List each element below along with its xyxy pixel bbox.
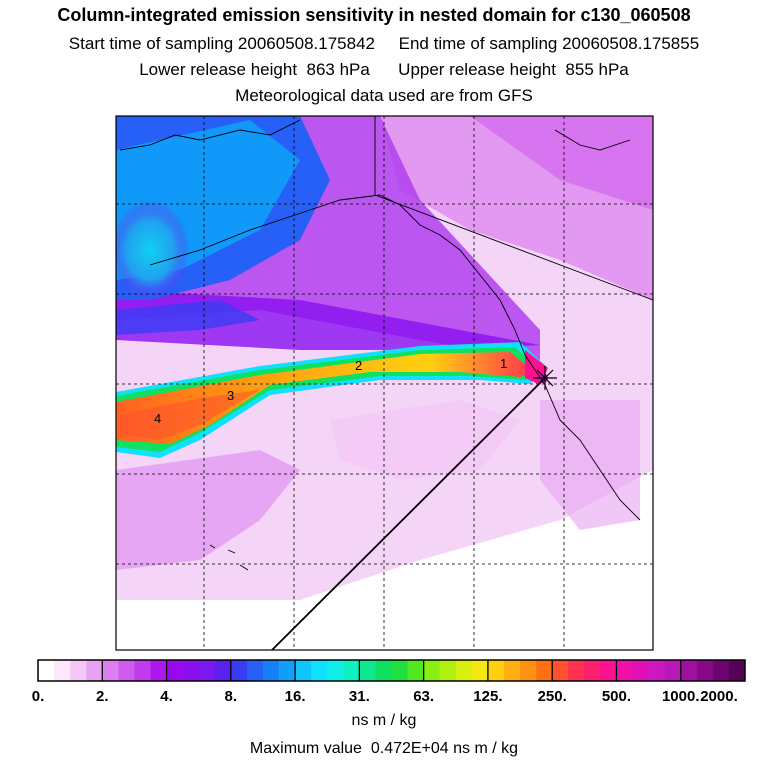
colorbar-cell bbox=[343, 660, 360, 681]
met-data-line: Meteorological data used are from GFS bbox=[235, 86, 533, 105]
colorbar-cell bbox=[648, 660, 665, 681]
colorbar-cell bbox=[584, 660, 601, 681]
colorbar-cell bbox=[391, 660, 408, 681]
colorbar-cell bbox=[102, 660, 119, 681]
colorbar-cell bbox=[118, 660, 135, 681]
colorbar-cell bbox=[375, 660, 392, 681]
colorbar-cell bbox=[38, 660, 55, 681]
colorbar-cell bbox=[246, 660, 264, 681]
colorbar-cell bbox=[70, 660, 87, 681]
colorbar-cell bbox=[134, 660, 151, 681]
colorbar-cell bbox=[230, 660, 248, 681]
colorbar-tick-label: 2000. bbox=[700, 688, 738, 705]
colorbar-cell bbox=[423, 660, 441, 681]
colorbar-cell bbox=[503, 660, 521, 681]
plume-label-4: 4 bbox=[154, 411, 161, 426]
max-value-unit: ns m / kg bbox=[453, 740, 519, 757]
sampling-time-line: Start time of sampling 20060508.175842 E… bbox=[68, 34, 700, 53]
colorbar-cell bbox=[295, 660, 312, 681]
colorbar-cell bbox=[632, 660, 649, 681]
colorbar-tick-label: 250. bbox=[538, 688, 567, 705]
colorbar-cells bbox=[38, 660, 746, 681]
colorbar-cell bbox=[536, 660, 553, 681]
map-frame bbox=[115, 115, 654, 651]
plume-label-2: 2 bbox=[355, 358, 362, 373]
release-height-line: Lower release height 863 hPa Upper relea… bbox=[139, 60, 629, 79]
colorbar-tick-label: 4. bbox=[160, 688, 173, 705]
colorbar-cell bbox=[471, 660, 489, 681]
colorbar-cell bbox=[680, 660, 698, 681]
max-value-number: 0.472E+04 bbox=[370, 740, 449, 757]
colorbar-tick-label: 125. bbox=[473, 688, 502, 705]
colorbar-cell bbox=[664, 660, 682, 681]
flight-track-line bbox=[271, 377, 546, 651]
map-field bbox=[116, 116, 653, 650]
colorbar-cell bbox=[86, 660, 103, 681]
colorbar-cell bbox=[696, 660, 714, 681]
colorbar-tick-label: 0. bbox=[32, 688, 45, 705]
maximum-value-line: Maximum value 0.472E+04 ns m / kg bbox=[0, 740, 768, 758]
colorbar-tick-label: 63. bbox=[413, 688, 434, 705]
colorbar-cell bbox=[439, 660, 457, 681]
colorbar-cell bbox=[359, 660, 376, 681]
colorbar-cell bbox=[214, 660, 232, 681]
colorbar-cell bbox=[166, 660, 183, 681]
colorbar-cell bbox=[198, 660, 216, 681]
colorbar-tick-label: 500. bbox=[602, 688, 631, 705]
colorbar-tick-label: 1000. bbox=[662, 688, 700, 705]
colorbar-cell bbox=[552, 660, 569, 681]
colorbar-cell bbox=[150, 660, 167, 681]
map-gridlines bbox=[116, 116, 653, 650]
plume-label-3: 3 bbox=[227, 388, 234, 403]
colorbar-cell bbox=[54, 660, 71, 681]
plot-title: Column-integrated emission sensitivity i… bbox=[57, 5, 691, 25]
colorbar-cell bbox=[279, 660, 296, 681]
max-value-label: Maximum value bbox=[249, 740, 362, 757]
colorbar-unit-label: ns m / kg bbox=[351, 712, 417, 729]
colorbar-cell bbox=[728, 660, 746, 681]
colorbar-cell bbox=[712, 660, 730, 681]
colorbar-cell bbox=[487, 660, 505, 681]
colorbar-tick-label: 8. bbox=[225, 688, 238, 705]
coastlines bbox=[119, 116, 653, 571]
colorbar-tick-label: 2. bbox=[96, 688, 109, 705]
colorbar-cell bbox=[407, 660, 424, 681]
colorbar-cell bbox=[616, 660, 633, 681]
colorbar-cell bbox=[311, 660, 328, 681]
colorbar-cell bbox=[520, 660, 537, 681]
plume-label-1: 1 bbox=[500, 356, 507, 371]
colorbar-ticks: 0. 2. 4. 8. 16. 31. 63. 125. 250. 500. 1000. 2000. bbox=[32, 660, 738, 705]
colorbar-cell bbox=[568, 660, 585, 681]
colorbar-frame bbox=[37, 659, 746, 682]
release-point-marker bbox=[533, 366, 557, 390]
colorbar-tick-label: 16. bbox=[285, 688, 306, 705]
colorbar-cell bbox=[262, 660, 280, 681]
colorbar-cell bbox=[327, 660, 344, 681]
colorbar-cell bbox=[600, 660, 617, 681]
colorbar-cell bbox=[455, 660, 473, 681]
colorbar-tick-label: 31. bbox=[349, 688, 370, 705]
colorbar-cell bbox=[182, 660, 199, 681]
